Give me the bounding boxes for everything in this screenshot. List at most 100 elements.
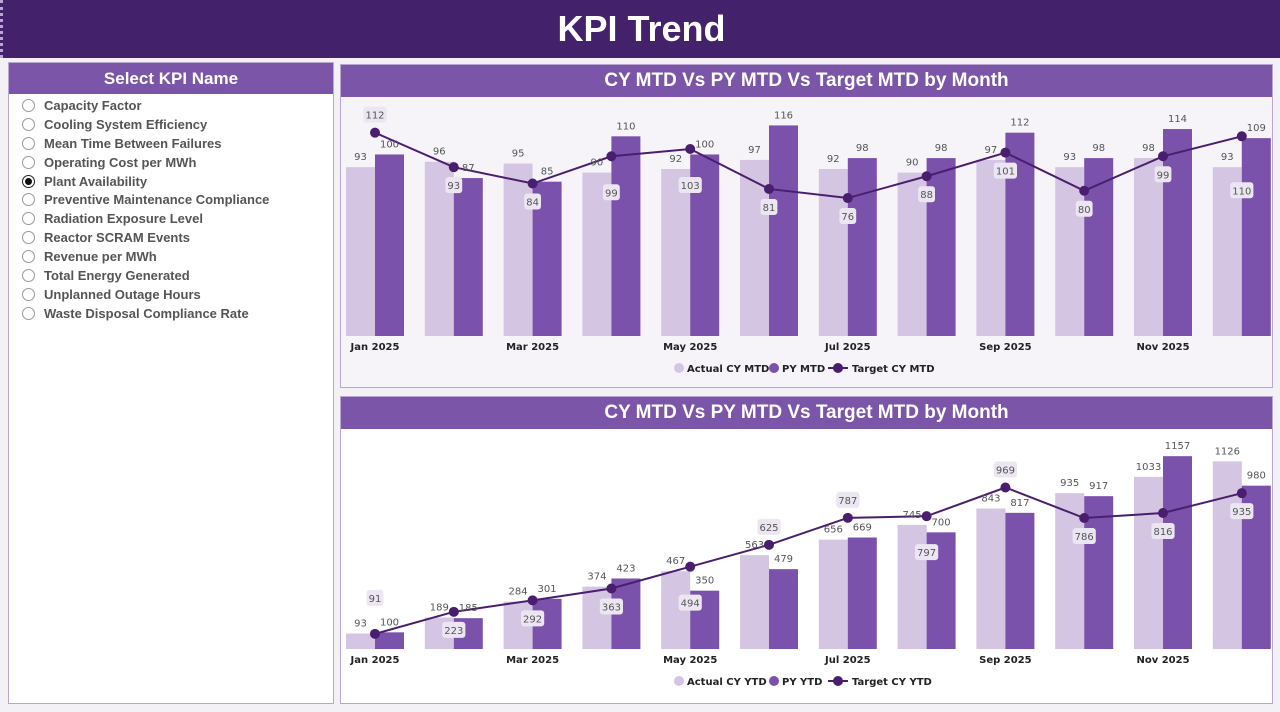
legend-py-icon (769, 676, 779, 686)
x-tick-label: Sep 2025 (979, 342, 1031, 353)
radio-button-icon[interactable] (22, 231, 35, 245)
target-label-box (839, 208, 857, 225)
py-label: 479 (774, 554, 793, 565)
kpi-option[interactable]: Total Energy Generated (9, 266, 333, 285)
radio-button-icon[interactable] (22, 98, 35, 112)
actual-label: 656 (824, 525, 843, 536)
kpi-option[interactable]: Operating Cost per MWh (9, 153, 333, 172)
actual-bar (661, 168, 691, 336)
kpi-option[interactable]: Waste Disposal Compliance Rate (9, 304, 333, 323)
target-label-box (1075, 200, 1093, 217)
target-point (1079, 185, 1090, 196)
actual-bar (976, 508, 1006, 649)
radio-button-icon[interactable] (22, 268, 35, 282)
x-tick-label: Jul 2025 (824, 655, 871, 666)
radio-button-icon[interactable] (22, 306, 35, 320)
py-label: 817 (1010, 498, 1029, 509)
radio-button-icon[interactable] (22, 174, 35, 188)
py-bar (375, 154, 404, 336)
slicer-title: Select KPI Name (9, 63, 333, 94)
legend-actual-icon (674, 676, 684, 686)
actual-bar (503, 163, 533, 336)
target-label: 103 (681, 181, 700, 192)
kpi-option[interactable]: Mean Time Between Failures (9, 134, 333, 153)
target-point (685, 561, 696, 572)
target-point (1079, 513, 1090, 523)
target-point (606, 583, 617, 594)
kpi-option[interactable]: Unplanned Outage Hours (9, 285, 333, 304)
chart-title: CY MTD Vs PY MTD Vs Target MTD by Month (341, 65, 1272, 97)
target-label-box (915, 544, 939, 561)
kpi-option[interactable]: Revenue per MWh (9, 247, 333, 266)
actual-bar (818, 168, 848, 336)
radio-button-icon[interactable] (22, 287, 35, 301)
py-bar (1005, 512, 1035, 649)
target-label: 93 (447, 181, 460, 192)
actual-label: 1126 (1215, 446, 1240, 457)
py-label: 112 (1010, 118, 1029, 129)
radio-button-icon[interactable] (22, 136, 35, 150)
py-bar (847, 158, 877, 336)
target-label-box (1230, 182, 1254, 199)
mtd-chart: 93 100 Jan 2025 96 87 95 85 Mar 2025 90 110 92 100 M… (346, 106, 1271, 375)
kpi-option[interactable]: Radiation Exposure Level (9, 209, 333, 228)
kpi-option-label: Radiation Exposure Level (44, 211, 203, 227)
target-label: 91 (369, 594, 382, 605)
py-bar (769, 125, 798, 337)
target-point (448, 162, 459, 173)
legend-actual-icon (674, 363, 684, 373)
actual-label: 1033 (1136, 462, 1161, 473)
target-point (921, 511, 932, 522)
kpi-option[interactable]: Cooling System Efficiency (9, 115, 333, 134)
x-tick-label: Nov 2025 (1136, 655, 1189, 666)
py-label: 114 (1168, 114, 1187, 125)
actual-label: 93 (1063, 152, 1076, 163)
actual-bar (897, 524, 927, 649)
radio-button-icon[interactable] (22, 250, 35, 264)
radio-button-icon[interactable] (22, 117, 35, 131)
radio-button-icon[interactable] (22, 193, 35, 207)
actual-bar (976, 159, 1006, 336)
target-point (1158, 508, 1168, 518)
legend-target: Target CY MTD (852, 364, 935, 375)
target-point (448, 606, 459, 617)
target-label-box (1230, 503, 1254, 520)
kpi-option[interactable]: Reactor SCRAM Events (9, 228, 333, 247)
legend-target-icon (833, 363, 843, 373)
target-label: 110 (1232, 186, 1251, 197)
kpi-option-label: Total Energy Generated (44, 267, 190, 283)
actual-label: 97 (748, 145, 761, 156)
legend-py: PY MTD (782, 364, 825, 375)
target-point (1000, 482, 1011, 493)
py-bar (611, 136, 641, 336)
actual-bar (1134, 158, 1163, 336)
radio-button-icon[interactable] (22, 212, 35, 226)
radio-button-icon[interactable] (22, 155, 35, 169)
py-label: 700 (932, 517, 951, 528)
actual-label: 189 (430, 603, 449, 614)
target-point (1158, 151, 1168, 162)
target-label-box (1072, 528, 1096, 544)
actual-label: 90 (906, 158, 919, 169)
py-bar (769, 569, 798, 649)
kpi-option[interactable]: Plant Availability (9, 172, 333, 191)
target-label-box (993, 162, 1017, 179)
target-point (764, 539, 774, 550)
actual-bar (1134, 476, 1163, 649)
target-label-box (678, 594, 702, 611)
kpi-option[interactable]: Capacity Factor (9, 96, 333, 115)
actual-bar (1055, 167, 1085, 336)
x-tick-label: Jan 2025 (350, 342, 400, 353)
target-label-box (363, 106, 387, 123)
py-bar (453, 178, 483, 336)
target-label-box (366, 589, 384, 606)
py-label: 100 (380, 139, 399, 150)
target-label-box (678, 177, 702, 194)
py-bar (1163, 456, 1192, 649)
kpi-option[interactable]: Preventive Maintenance Compliance (9, 190, 333, 209)
target-label-box (521, 610, 545, 627)
actual-label: 935 (1060, 478, 1079, 489)
actual-bar (346, 633, 375, 649)
py-label: 109 (1247, 123, 1266, 134)
actual-bar (740, 555, 769, 649)
